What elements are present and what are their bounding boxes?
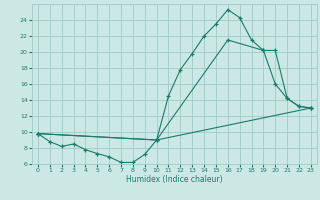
- X-axis label: Humidex (Indice chaleur): Humidex (Indice chaleur): [126, 175, 223, 184]
